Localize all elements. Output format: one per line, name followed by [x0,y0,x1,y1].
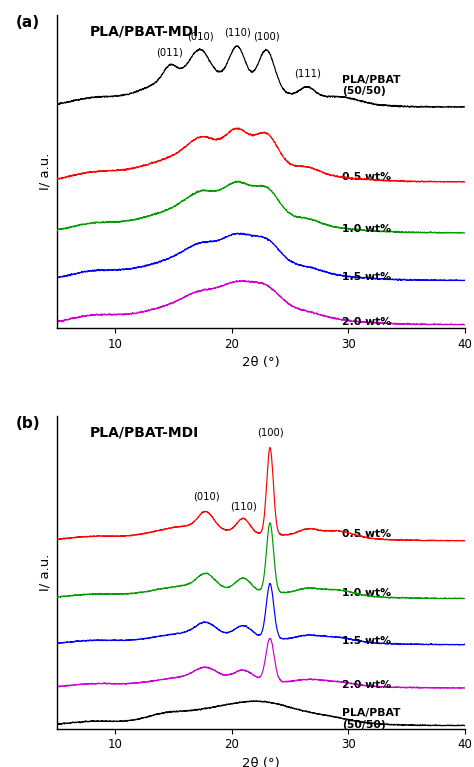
Text: PLA/PBAT
(50/50): PLA/PBAT (50/50) [342,74,401,96]
Text: PLA/PBAT-MDI: PLA/PBAT-MDI [90,25,199,38]
Text: 1.0 wt%: 1.0 wt% [342,224,392,234]
Y-axis label: I/ a.u.: I/ a.u. [38,554,51,591]
Text: (a): (a) [16,15,40,31]
Text: (110): (110) [230,502,256,512]
Text: 1.5 wt%: 1.5 wt% [342,636,392,646]
Text: (110): (110) [224,28,251,38]
Text: (100): (100) [253,32,280,42]
Text: (011): (011) [156,47,183,57]
Text: (010): (010) [192,491,219,502]
Text: 1.0 wt%: 1.0 wt% [342,588,392,598]
Text: (111): (111) [294,69,321,79]
Text: 2.0 wt%: 2.0 wt% [342,317,392,327]
Text: (010): (010) [187,31,213,41]
Y-axis label: I/ a.u.: I/ a.u. [38,153,51,190]
Text: PLA/PBAT
(50/50): PLA/PBAT (50/50) [342,708,401,729]
Text: 0.5 wt%: 0.5 wt% [342,529,392,539]
Text: 0.5 wt%: 0.5 wt% [342,173,392,183]
Text: 1.5 wt%: 1.5 wt% [342,272,392,282]
X-axis label: 2θ (°): 2θ (°) [242,357,280,370]
Text: PLA/PBAT-MDI: PLA/PBAT-MDI [90,425,199,439]
Text: (b): (b) [16,416,41,431]
X-axis label: 2θ (°): 2θ (°) [242,757,280,767]
Text: 2.0 wt%: 2.0 wt% [342,680,392,690]
Text: (100): (100) [257,427,283,437]
